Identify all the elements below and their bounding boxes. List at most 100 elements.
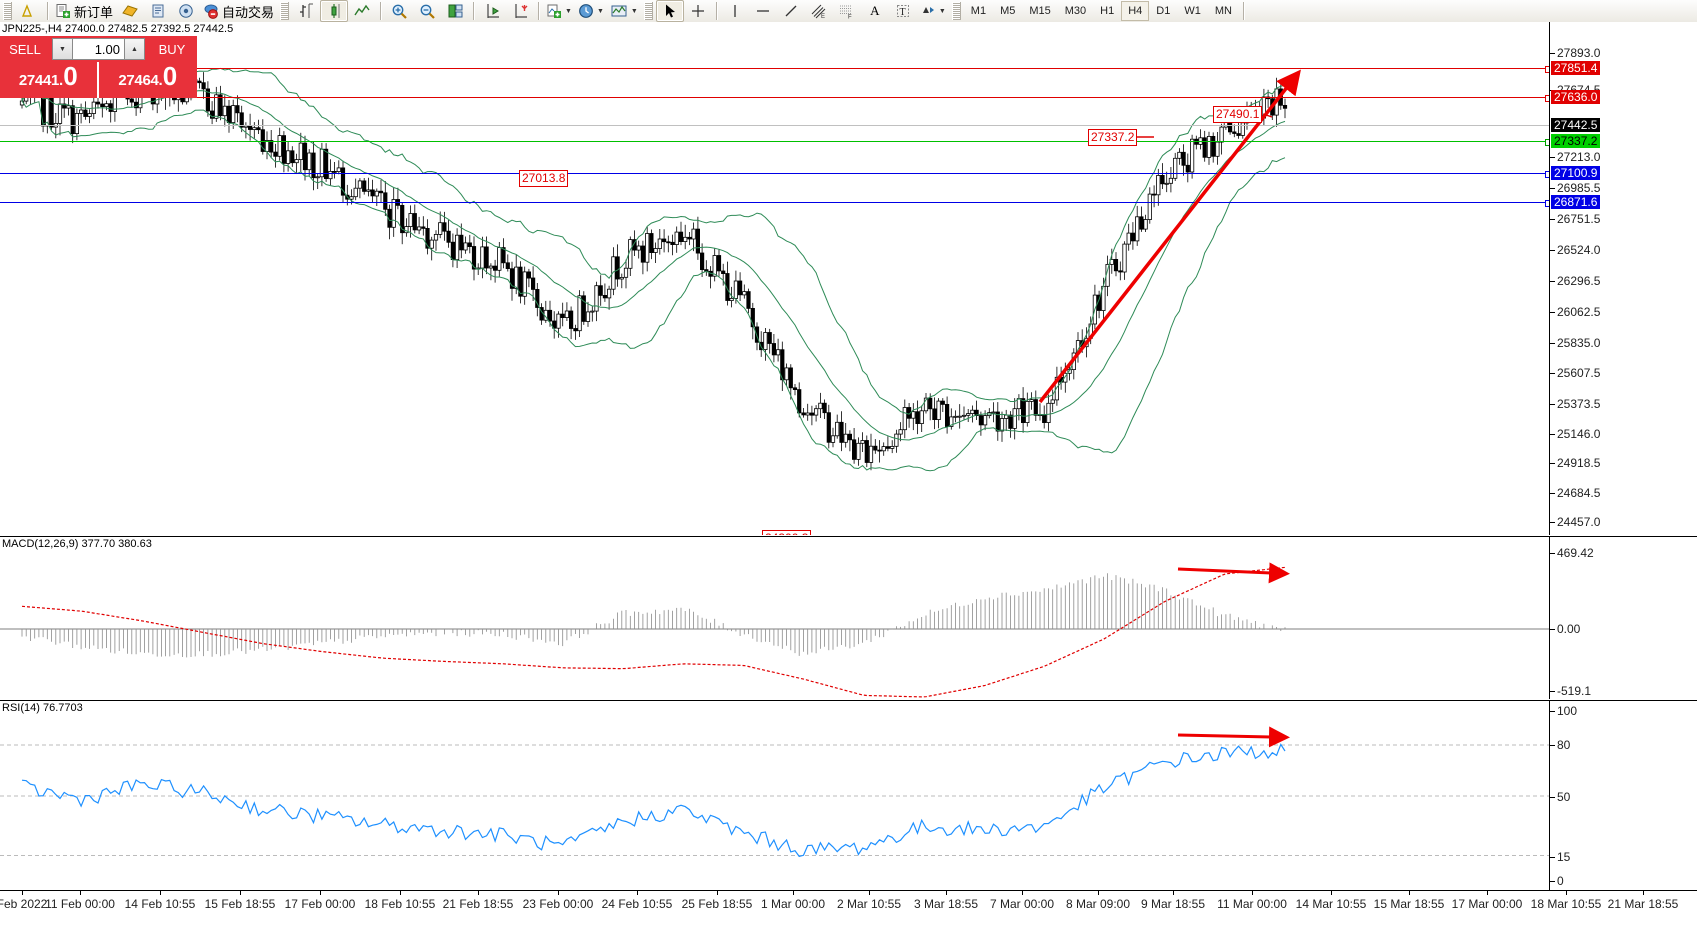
volume-increment-button[interactable]: ▲: [124, 38, 145, 60]
equidistant-channel-tool-icon[interactable]: E: [805, 0, 833, 22]
toolbar-grip[interactable]: [3, 2, 12, 20]
time-tick: [478, 891, 479, 895]
horizontal-line-tool-icon[interactable]: [749, 0, 777, 22]
rsi-pane[interactable]: RSI(14) 76.7703 100 80 50 15 0: [0, 700, 1697, 891]
chart-shift-icon[interactable]: [478, 0, 506, 22]
macd-scale: 469.42 0.00 -519.1: [1549, 537, 1697, 699]
zoom-out-icon[interactable]: [413, 0, 441, 22]
auto-scroll-icon[interactable]: [506, 0, 534, 22]
data-window-icon[interactable]: [144, 0, 172, 22]
support-handle-2[interactable]: [1545, 200, 1550, 207]
price-tag-black[interactable]: 27442.5: [1551, 118, 1601, 132]
timeframe-button-m15[interactable]: M15: [1029, 5, 1051, 17]
bar-chart-icon[interactable]: [292, 0, 320, 22]
market-watch-icon[interactable]: [116, 0, 144, 22]
new-order-button[interactable]: 新订单: [52, 0, 116, 22]
price-plot[interactable]: 27490.1 27337.2 27013.8 24300.3: [0, 22, 1550, 535]
fibonacci-tool-icon[interactable]: F: [833, 0, 861, 22]
timeframe-button-mn[interactable]: MN: [1214, 5, 1232, 17]
rsi-header: RSI(14) 76.7703: [2, 702, 83, 714]
price-tag-red[interactable]: 27851.4: [1551, 61, 1601, 75]
rsi-plot[interactable]: [0, 701, 1550, 891]
time-axis-label: 11 Mar 00:00: [1217, 897, 1287, 911]
toolbar-grip-2[interactable]: [280, 2, 290, 20]
auto-trading-button[interactable]: 自动交易: [200, 0, 277, 22]
candlestick-chart-icon[interactable]: [320, 0, 349, 22]
add-indicator-button[interactable]: ▼: [543, 0, 575, 22]
resistance-line-2[interactable]: [0, 97, 1550, 98]
support-line-2[interactable]: [0, 202, 1550, 203]
text-label-tool-icon[interactable]: T: [889, 0, 917, 22]
price-scale-label: 26524.0: [1557, 243, 1601, 257]
price-callout-27013[interactable]: 27013.8: [519, 170, 569, 187]
rsi-divergence-arrow[interactable]: [0, 701, 1550, 891]
support-line-1[interactable]: [0, 173, 1550, 174]
price-tag-green[interactable]: 27337.2: [1551, 134, 1601, 148]
price-callout-27337[interactable]: 27337.2: [1088, 129, 1138, 146]
price-tick: [1550, 157, 1555, 158]
price-tick: [1550, 373, 1555, 374]
support-handle-1[interactable]: [1545, 171, 1550, 178]
trend-arrow-annotation[interactable]: [0, 22, 1550, 535]
price-scale-label: 26985.5: [1557, 181, 1601, 195]
resistance-line-1[interactable]: [0, 68, 1550, 69]
zoom-in-icon[interactable]: [385, 0, 413, 22]
volume-control[interactable]: ▼ 1.00 ▲: [50, 36, 147, 62]
templates-dropdown-caret[interactable]: ▼: [630, 7, 638, 15]
chart-area[interactable]: JPN225-,H4 27400.0 27482.5 27392.5 27442…: [0, 22, 1697, 941]
text-tool-icon[interactable]: A: [861, 0, 889, 22]
tile-windows-icon[interactable]: [441, 0, 469, 22]
price-tag-red[interactable]: 27636.0: [1551, 90, 1601, 104]
timeframe-button-m1[interactable]: M1: [970, 5, 987, 17]
vertical-line-tool-icon[interactable]: [721, 0, 749, 22]
navigator-icon[interactable]: [172, 0, 200, 22]
period-clock-button[interactable]: ▼: [575, 0, 607, 22]
timeframe-button-m5[interactable]: M5: [1000, 5, 1016, 17]
buy-price[interactable]: 27464 . 0: [98, 62, 197, 98]
price-scale-label: 27893.0: [1557, 46, 1601, 60]
templates-button[interactable]: ▼: [607, 0, 641, 22]
time-axis[interactable]: Feb 2022 11 Feb 00:00 14 Feb 10:55 15 Feb 1…: [0, 890, 1697, 941]
crosshair-tool-icon[interactable]: [684, 0, 712, 22]
price-tick: [1550, 434, 1555, 435]
toolbar-grip-4[interactable]: [951, 2, 961, 20]
volume-decrement-button[interactable]: ▼: [52, 38, 73, 60]
timeframe-button-m30[interactable]: M30: [1064, 5, 1087, 17]
macd-pane[interactable]: MACD(12,26,9) 377.70 380.63: [0, 536, 1697, 699]
price-scale-label: 25146.0: [1557, 427, 1601, 441]
timeframe-button-h1[interactable]: H1: [1100, 5, 1115, 17]
ask-handle[interactable]: [1545, 139, 1550, 146]
scale-label: 469.42: [1557, 546, 1594, 560]
arrows-dropdown-caret[interactable]: ▼: [938, 7, 946, 15]
trendline-tool-icon[interactable]: [777, 0, 805, 22]
timeframe-button-w1[interactable]: W1: [1184, 5, 1201, 17]
scale-label: 50: [1557, 790, 1571, 804]
resistance-handle-2[interactable]: [1545, 95, 1550, 102]
line-chart-icon[interactable]: [348, 0, 376, 22]
toolbar-grip-3[interactable]: [643, 2, 653, 20]
price-tag-blue[interactable]: 26871.6: [1551, 195, 1601, 209]
price-pane[interactable]: JPN225-,H4 27400.0 27482.5 27392.5 27442…: [0, 22, 1697, 559]
indicator-dropdown-caret[interactable]: ▼: [565, 7, 572, 15]
one-click-trading-panel[interactable]: SELL ▼ 1.00 ▲ BUY 27441 . 0 27464 . 0: [0, 36, 197, 98]
sell-price-integer: 27441: [18, 72, 60, 89]
cursor-tool-icon[interactable]: [655, 0, 684, 22]
period-dropdown-caret[interactable]: ▼: [596, 7, 604, 15]
price-scale[interactable]: 27893.027851.427674.527636.027442.527337…: [1549, 22, 1697, 559]
resistance-handle-1[interactable]: [1545, 66, 1550, 73]
volume-input[interactable]: 1.00: [73, 38, 124, 60]
macd-divergence-arrow[interactable]: [0, 537, 1550, 699]
price-tag-blue[interactable]: 27100.9: [1551, 166, 1601, 180]
price-callout-27490[interactable]: 27490.1: [1213, 106, 1263, 123]
time-tick: [1022, 891, 1023, 895]
price-callout-24300[interactable]: 24300.3: [762, 530, 812, 535]
buy-button[interactable]: BUY: [147, 36, 197, 62]
sell-button[interactable]: SELL: [0, 36, 50, 62]
timeframe-button-d1[interactable]: D1: [1156, 5, 1171, 17]
sell-price[interactable]: 27441 . 0: [0, 62, 99, 98]
timeframe-button-h4[interactable]: H4: [1121, 1, 1150, 21]
macd-plot[interactable]: [0, 537, 1550, 699]
arrows-tool-button[interactable]: ▼: [917, 0, 949, 22]
profiles-icon[interactable]: [15, 0, 43, 22]
